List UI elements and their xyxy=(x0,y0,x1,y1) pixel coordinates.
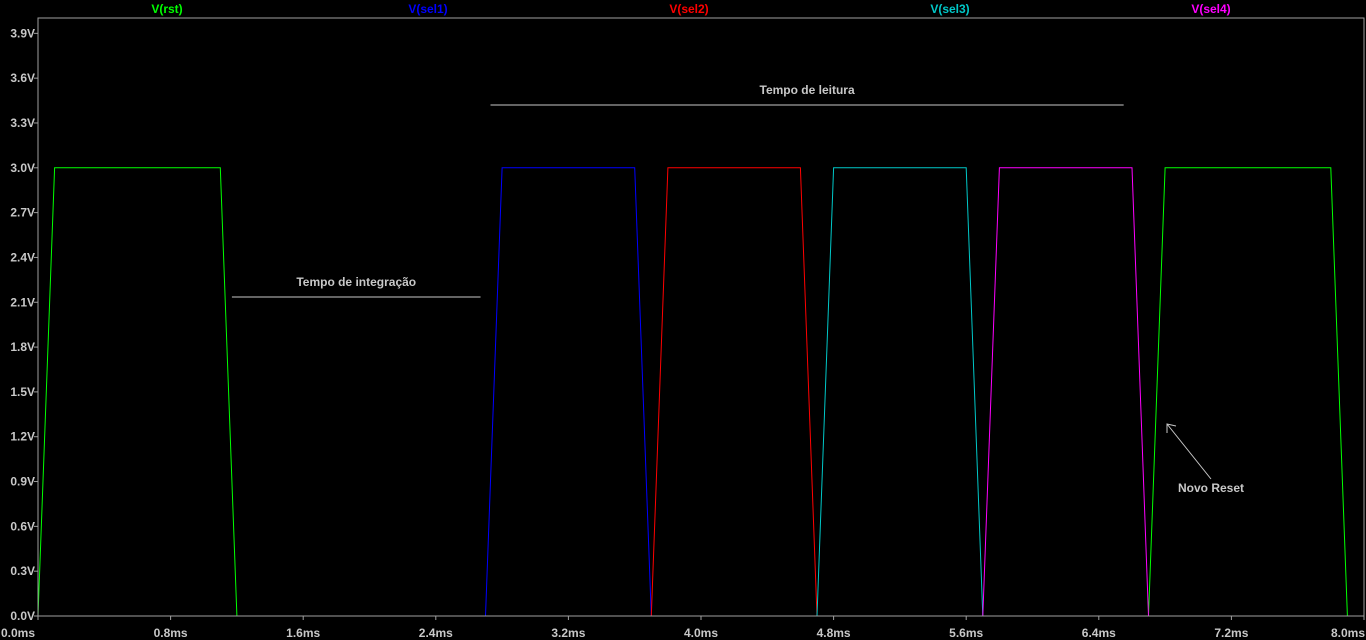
x-tick-label: 3.2ms xyxy=(551,626,585,640)
y-tick-label: 1.8V xyxy=(10,340,35,354)
x-tick-label: 1.6ms xyxy=(286,626,320,640)
annotations: Tempo de integração Tempo de leitura Novo … xyxy=(231,83,1244,495)
legend-item-vsel1: V(sel1) xyxy=(408,2,447,16)
x-tick-label: 0.8ms xyxy=(154,626,188,640)
y-tick-label: 3.9V xyxy=(10,26,35,40)
new-reset-label: Novo Reset xyxy=(1178,481,1244,495)
legend-item-vsel3: V(sel3) xyxy=(930,2,969,16)
y-tick-label: 2.1V xyxy=(10,295,35,309)
y-tick-label: 1.2V xyxy=(10,430,35,444)
y-tick-label: 2.7V xyxy=(10,206,35,220)
x-tick-label: 5.6ms xyxy=(949,626,983,640)
x-tick-label: 6.4ms xyxy=(1082,626,1116,640)
y-tick-label: 0.3V xyxy=(10,564,35,578)
y-tick-label: 0.9V xyxy=(10,475,35,489)
y-axis: 0.0V 0.3V 0.6V 0.9V 1.2V 1.5V 1.8V 2.1V 2.4V 2.7V… xyxy=(10,26,38,623)
x-tick-label: 4.0ms xyxy=(684,626,718,640)
reading-time-label: Tempo de leitura xyxy=(760,83,855,97)
x-tick-label: 8.0ms xyxy=(1331,626,1365,640)
y-tick-label: 1.5V xyxy=(10,385,35,399)
legend-item-vsel2: V(sel2) xyxy=(669,2,708,16)
new-reset-arrowhead xyxy=(1166,423,1177,433)
legend: V(rst) V(sel1) V(sel2) V(sel3) V(sel4) xyxy=(151,2,1230,16)
y-tick-label: 0.6V xyxy=(10,519,35,533)
x-tick-label: 7.2ms xyxy=(1214,626,1248,640)
y-tick-label: 3.6V xyxy=(10,71,35,85)
x-tick-label: 2.4ms xyxy=(419,626,453,640)
x-tick-label: 0.0ms xyxy=(1,626,35,640)
integration-time-label: Tempo de integração xyxy=(296,275,416,289)
x-axis: 0.0ms 0.8ms 1.6ms 2.4ms 3.2ms 4.0ms 4.8ms 5.6ms… xyxy=(1,616,1365,640)
new-reset-arrow xyxy=(1166,423,1212,480)
y-tick-label: 3.0V xyxy=(10,161,35,175)
y-tick-label: 0.0V xyxy=(10,609,35,623)
x-tick-label: 4.8ms xyxy=(817,626,851,640)
y-tick-label: 2.4V xyxy=(10,250,35,264)
legend-item-vsel4: V(sel4) xyxy=(1191,2,1230,16)
legend-item-vrst: V(rst) xyxy=(151,2,182,16)
y-tick-label: 3.3V xyxy=(10,116,35,130)
